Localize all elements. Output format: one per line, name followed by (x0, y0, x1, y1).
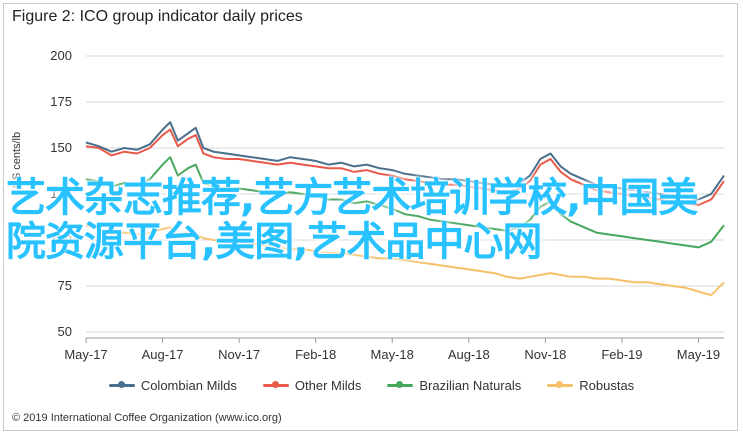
legend-label-robustas: Robustas (579, 378, 635, 393)
legend-label-other: Other Milds (294, 378, 362, 393)
x-tick-label: May-17 (64, 347, 107, 362)
y-tick-label: 100 (50, 232, 72, 247)
x-tick-label: Aug-18 (448, 347, 490, 362)
y-tick-label: 125 (50, 186, 72, 201)
series-lines (85, 121, 725, 297)
x-tick-label: May-19 (677, 347, 720, 362)
legend-item-robustas: Robustas (547, 378, 634, 393)
legend-swatch-robustas (547, 381, 574, 388)
y-tick-label: 150 (50, 140, 72, 155)
y-tick-label: 175 (50, 94, 72, 109)
series-line-colombian-milds (85, 121, 725, 201)
legend-item-brazilian: Brazilian Naturals (387, 378, 521, 393)
x-tick-labels: May-17 Aug-17 Nov-17 Feb-18 May-18 Aug-18 Nov-… (64, 338, 720, 362)
figure-frame (3, 3, 738, 431)
legend: Colombian Milds Other Milds Brazilian Na… (0, 378, 743, 393)
x-tick-label: Feb-19 (601, 347, 642, 362)
series-line-robustas (85, 224, 725, 297)
x-tick-label: Nov-18 (524, 347, 566, 362)
y-tick-label: 50 (58, 324, 72, 339)
series-line-brazilian-naturals (85, 156, 725, 249)
y-tick-labels: 50 75 100 125 150 175 200 (50, 48, 72, 339)
x-tick-label: May-18 (371, 347, 414, 362)
legend-swatch-brazilian (387, 381, 414, 388)
line-chart: 50 75 100 125 150 175 200 May-17 Aug-17 Nov-17 Fe… (11, 48, 725, 362)
x-tick-label: Feb-18 (295, 347, 336, 362)
grid (86, 55, 724, 339)
y-tick-label: 75 (58, 278, 72, 293)
legend-label-colombian: Colombian Milds (140, 378, 237, 393)
y-tick-label: 200 (50, 48, 72, 63)
legend-label-brazilian: Brazilian Naturals (419, 378, 522, 393)
legend-item-other: Other Milds (262, 378, 362, 393)
legend-item-colombian: Colombian Milds (108, 378, 237, 393)
overlay-text: 艺术杂志推荐,艺方艺术培训学校,中国美院资源平台,美图,艺术品中心网 (6, 175, 698, 265)
series-line-other-milds (85, 128, 725, 206)
page-title: Figure 2: ICO group indicator daily pric… (12, 8, 303, 25)
legend-swatch-other (262, 381, 289, 388)
y-axis-label: US cents/lb (11, 132, 23, 188)
x-tick-label: Aug-17 (142, 347, 184, 362)
footnote: © 2019 International Coffee Organization… (12, 412, 282, 424)
x-tick-label: Nov-17 (218, 347, 260, 362)
legend-swatch-colombian (108, 381, 135, 388)
